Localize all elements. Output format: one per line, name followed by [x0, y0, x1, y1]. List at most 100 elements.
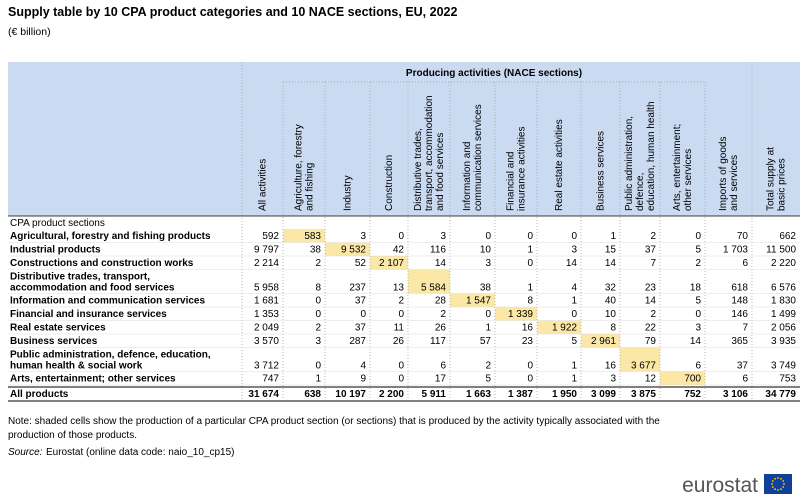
- column-header: All activities: [258, 159, 269, 211]
- cell: 9 532: [341, 245, 366, 256]
- cell: 0: [398, 231, 404, 242]
- column-header: Industry: [343, 175, 354, 211]
- cell: 18: [690, 283, 702, 294]
- subtitle: (€ billion): [8, 26, 51, 38]
- cell: 1: [527, 245, 533, 256]
- cell: 9: [360, 374, 366, 385]
- cell: 5: [485, 374, 491, 385]
- cell: 0: [398, 309, 404, 320]
- cell: 287: [349, 336, 366, 347]
- cell: 15: [605, 245, 617, 256]
- logo-star: [771, 483, 773, 485]
- cell: 2: [398, 296, 404, 307]
- cell: 146: [731, 309, 748, 320]
- cell: 3: [695, 323, 701, 334]
- cell: 5 584: [421, 283, 446, 294]
- column-header: Arts, entertainment;: [672, 124, 683, 211]
- cell: 3 712: [254, 361, 279, 372]
- cell: 17: [435, 374, 447, 385]
- total-cell: 5 911: [422, 389, 447, 400]
- logo-flag: [764, 474, 792, 494]
- logo-star: [783, 483, 785, 485]
- cell: 0: [398, 374, 404, 385]
- row-label: Arts, entertainment; other services: [10, 374, 176, 385]
- cell: 237: [349, 283, 366, 294]
- cell: 38: [480, 283, 492, 294]
- cell: 14: [435, 258, 447, 269]
- cell: 618: [731, 283, 748, 294]
- cell: 747: [262, 374, 279, 385]
- total-cell: 1 387: [508, 389, 533, 400]
- column-header: Construction: [384, 155, 395, 211]
- cell: 1: [315, 374, 321, 385]
- cell: 2 214: [254, 258, 279, 269]
- cell: 0: [571, 309, 577, 320]
- total-cell: 1 950: [552, 389, 577, 400]
- cell: 0: [695, 309, 701, 320]
- cell: 9 797: [254, 245, 279, 256]
- logo-star: [780, 488, 782, 491]
- cell: 10: [605, 309, 617, 320]
- cell: 7: [650, 258, 656, 269]
- shaded-cell: [660, 371, 705, 385]
- note-line: production of those products.: [8, 430, 137, 441]
- cell: 2 049: [254, 323, 279, 334]
- cell: 148: [731, 296, 748, 307]
- cell: 10: [480, 245, 492, 256]
- column-header: defence,: [635, 173, 646, 211]
- cell: 1 830: [771, 296, 796, 307]
- row-label: Financial and insurance services: [10, 309, 167, 320]
- cell: 4: [571, 283, 577, 294]
- row-label: accommodation and food services: [10, 283, 175, 294]
- source-text: Eurostat (online data code: naio_10_cp15…: [46, 447, 234, 458]
- total-cell: 2 200: [379, 389, 404, 400]
- cell: 1 499: [771, 309, 796, 320]
- row-label: Business services: [10, 336, 98, 347]
- cell: 3: [315, 336, 321, 347]
- cell: 79: [645, 336, 657, 347]
- column-header: Information and: [462, 142, 473, 212]
- total-cell: 752: [684, 389, 701, 400]
- cell: 42: [393, 245, 405, 256]
- row-label: Information and communication services: [10, 296, 205, 307]
- logo-text: eurostat: [682, 474, 758, 497]
- cell: 0: [485, 309, 491, 320]
- cell: 3 570: [254, 336, 279, 347]
- cell: 1 547: [466, 296, 491, 307]
- cell: 2 961: [591, 336, 616, 347]
- shaded-cell: [325, 242, 370, 256]
- total-cell: 3 106: [723, 389, 748, 400]
- cell: 14: [566, 258, 578, 269]
- column-header: and food services: [435, 133, 446, 211]
- column-header: other services: [683, 149, 694, 211]
- cell: 116: [430, 245, 446, 256]
- cell: 14: [645, 296, 657, 307]
- cell: 38: [310, 245, 322, 256]
- column-header: basic prices: [777, 158, 788, 211]
- row-label: Industrial products: [10, 245, 101, 256]
- logo-star: [771, 480, 774, 482]
- cell: 1 339: [508, 309, 533, 320]
- cell: 3: [360, 231, 366, 242]
- cell: 0: [527, 361, 533, 372]
- column-header: education, human health: [646, 101, 657, 211]
- column-header: Public administration,: [624, 116, 635, 211]
- title: Supply table by 10 CPA product categorie…: [8, 5, 457, 19]
- cell: 1 922: [552, 323, 577, 334]
- cell: 37: [355, 323, 367, 334]
- cell: 1 681: [254, 296, 279, 307]
- logo-star: [780, 477, 782, 480]
- cell: 26: [435, 323, 447, 334]
- shaded-cell: [537, 320, 581, 334]
- cell: 583: [304, 231, 321, 242]
- cell: 16: [605, 361, 617, 372]
- section-label: CPA product sections: [10, 218, 105, 229]
- shaded-cell: [620, 347, 660, 372]
- cell: 2: [650, 309, 656, 320]
- cell: 52: [355, 258, 367, 269]
- cell: 11 500: [766, 245, 796, 256]
- cell: 1: [571, 361, 577, 372]
- cell: 11: [394, 323, 405, 334]
- cell: 0: [527, 258, 533, 269]
- cell: 13: [393, 283, 405, 294]
